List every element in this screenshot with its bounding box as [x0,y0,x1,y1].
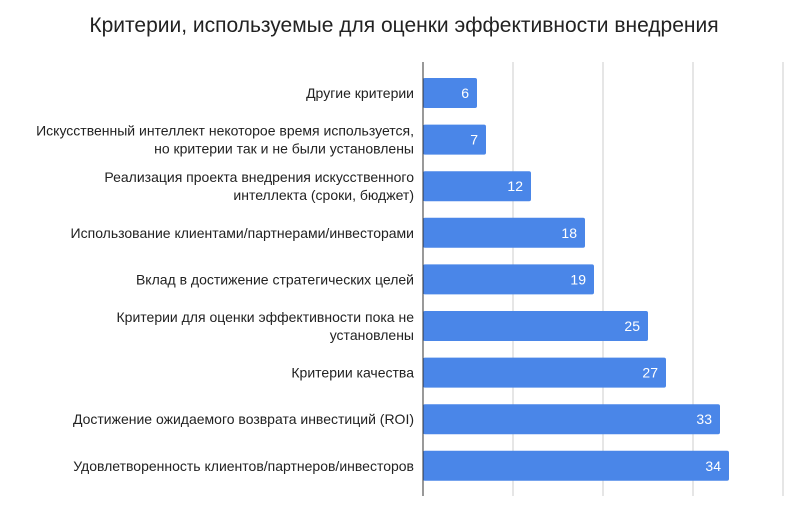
data-label: 18 [561,225,577,241]
data-label: 33 [696,411,712,427]
category-label: Реализация проекта внедрения искусственн… [104,169,414,203]
data-label: 34 [705,458,721,474]
data-label: 7 [470,132,478,148]
bar [423,357,666,388]
category-label-line: установлены [330,327,414,343]
bar [423,124,486,155]
bar [423,450,729,481]
category-label-line: Реализация проекта внедрения искусственн… [104,169,414,185]
category-label-line: Искусственный интеллект некоторое время … [36,123,414,139]
category-label-line: но критерии так и не были установлены [154,141,414,157]
category-label: Искусственный интеллект некоторое время … [36,123,414,157]
category-label-line: Другие критерии [306,85,414,101]
bar [423,404,720,435]
category-label: Удовлетворенность клиентов/партнеров/инв… [73,458,414,474]
chart-title: Критерии, используемые для оценки эффект… [89,14,719,37]
category-label: Достижение ожидаемого возврата инвестици… [73,411,414,427]
category-label-line: Удовлетворенность клиентов/партнеров/инв… [73,458,414,474]
category-label-line: интеллекта (сроки, бюджет) [233,187,414,203]
category-label: Вклад в достижение стратегических целей [136,271,414,287]
bar [423,311,648,341]
data-label: 6 [461,85,469,101]
data-label: 19 [570,271,586,287]
bar [423,264,594,295]
data-label: 27 [642,365,658,381]
category-label-line: Вклад в достижение стратегических целей [136,271,414,287]
category-label-line: Критерии для оценки эффективности пока н… [117,309,415,325]
category-label: Другие критерии [306,85,414,101]
category-label: Использование клиентами/партнерами/инвес… [71,225,414,241]
category-label-line: Критерии качества [291,365,414,381]
category-label: Критерии для оценки эффективности пока н… [117,309,415,343]
bar [423,171,531,202]
category-label: Критерии качества [291,365,414,381]
data-label: 12 [507,178,523,194]
data-label: 25 [624,318,640,334]
bar [423,78,477,108]
bar [423,217,585,248]
category-label-line: Достижение ожидаемого возврата инвестици… [73,411,414,427]
category-label-line: Использование клиентами/партнерами/инвес… [71,225,414,241]
